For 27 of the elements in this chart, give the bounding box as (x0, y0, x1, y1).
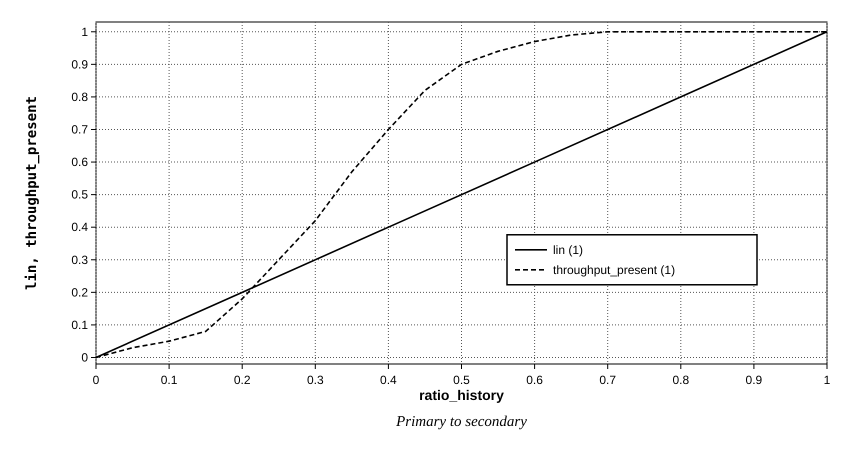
x-tick-label: 1 (824, 373, 831, 387)
y-tick-label: 0.1 (71, 318, 88, 332)
x-tick-label: 0.1 (160, 373, 178, 387)
y-tick-label: 0.7 (71, 122, 88, 136)
text: Primary to secondary (395, 414, 528, 430)
y-tick-label: 0.4 (71, 220, 88, 234)
x-tick-label: 0.5 (453, 373, 470, 387)
x-tick-label: 0.4 (380, 373, 398, 387)
x-tick-label: 0.7 (599, 373, 616, 387)
legend-label: lin (1) (553, 242, 584, 257)
y-tick-label: 1 (81, 24, 88, 39)
x-tick-label: 0.2 (234, 373, 251, 387)
y-tick-label: 0.8 (71, 90, 88, 104)
x-tick-label: 0.6 (526, 373, 544, 387)
y-tick-label: 0.2 (71, 285, 88, 300)
x-tick-label: 0.9 (746, 373, 763, 387)
x-tick-label: 0 (92, 373, 100, 387)
y-axis-title: lin, throughput_present (24, 96, 40, 290)
y-tick-label: 0.3 (71, 252, 88, 267)
legend-label: throughput_present (1) (553, 262, 676, 277)
y-tick-label: 0.5 (71, 188, 88, 202)
y-tick-label: 0.6 (71, 155, 88, 170)
x-tick-label: 0.3 (306, 373, 324, 387)
x-axis-title: ratio_history (419, 387, 504, 403)
y-tick-label: 0.9 (71, 57, 88, 72)
x-tick-label: 0.8 (672, 373, 690, 387)
y-tick-label: 0 (81, 350, 88, 364)
